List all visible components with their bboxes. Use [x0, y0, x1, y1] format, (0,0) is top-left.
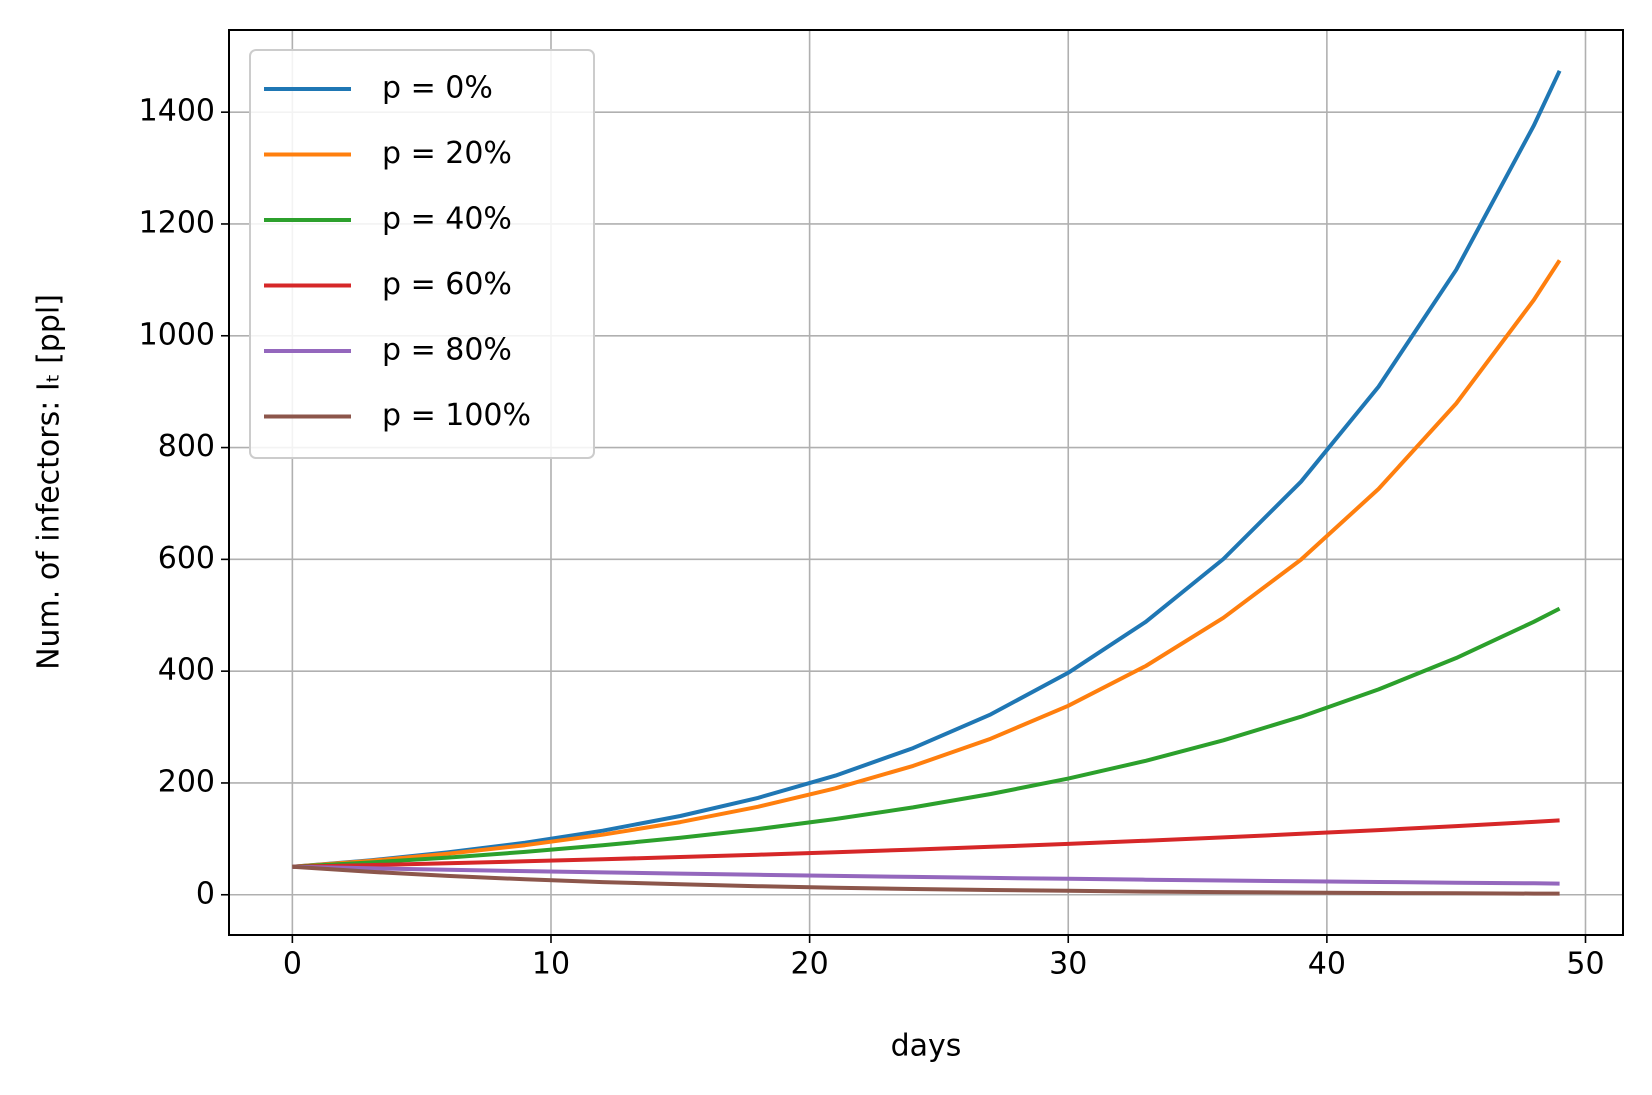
legend-box	[249, 49, 595, 459]
data-line	[292, 69, 1562, 869]
y-tick-label: 400	[158, 653, 215, 688]
y-tick-label: 0	[196, 876, 215, 911]
y-tick-label: 800	[158, 429, 215, 464]
y-tick-label: 200	[158, 764, 215, 799]
y-axis-label: Num. of infectors: Iₜ [ppl]	[32, 294, 67, 670]
data-line	[292, 259, 1562, 869]
data-line	[292, 606, 1561, 869]
x-tick-label: 20	[791, 947, 829, 982]
data-line	[292, 864, 1560, 896]
legend: p = 0% p = 20% p = 40% p = 60% p = 80% p = 10…	[249, 49, 595, 459]
x-axis-label: days	[891, 1029, 962, 1064]
legend-label: p = 80%	[382, 333, 512, 368]
x-tick-label: 30	[1049, 947, 1087, 982]
y-tick-label: 1200	[139, 205, 215, 240]
y-tick-label: 1000	[139, 317, 215, 352]
legend-label: p = 20%	[382, 136, 512, 171]
data-line	[292, 818, 1560, 869]
y-tick-label: 600	[158, 541, 215, 576]
data-line	[292, 864, 1560, 886]
legend-label: p = 100%	[382, 398, 531, 433]
y-tick-label: 1400	[139, 94, 215, 129]
x-tick-label: 0	[283, 947, 302, 982]
legend-label: p = 0%	[382, 71, 493, 106]
x-tick-label: 10	[532, 947, 570, 982]
x-tick-label: 40	[1308, 947, 1346, 982]
legend-label: p = 60%	[382, 267, 512, 302]
plot-frame	[228, 29, 1624, 936]
x-tick-label: 50	[1566, 947, 1604, 982]
legend-label: p = 40%	[382, 202, 512, 237]
